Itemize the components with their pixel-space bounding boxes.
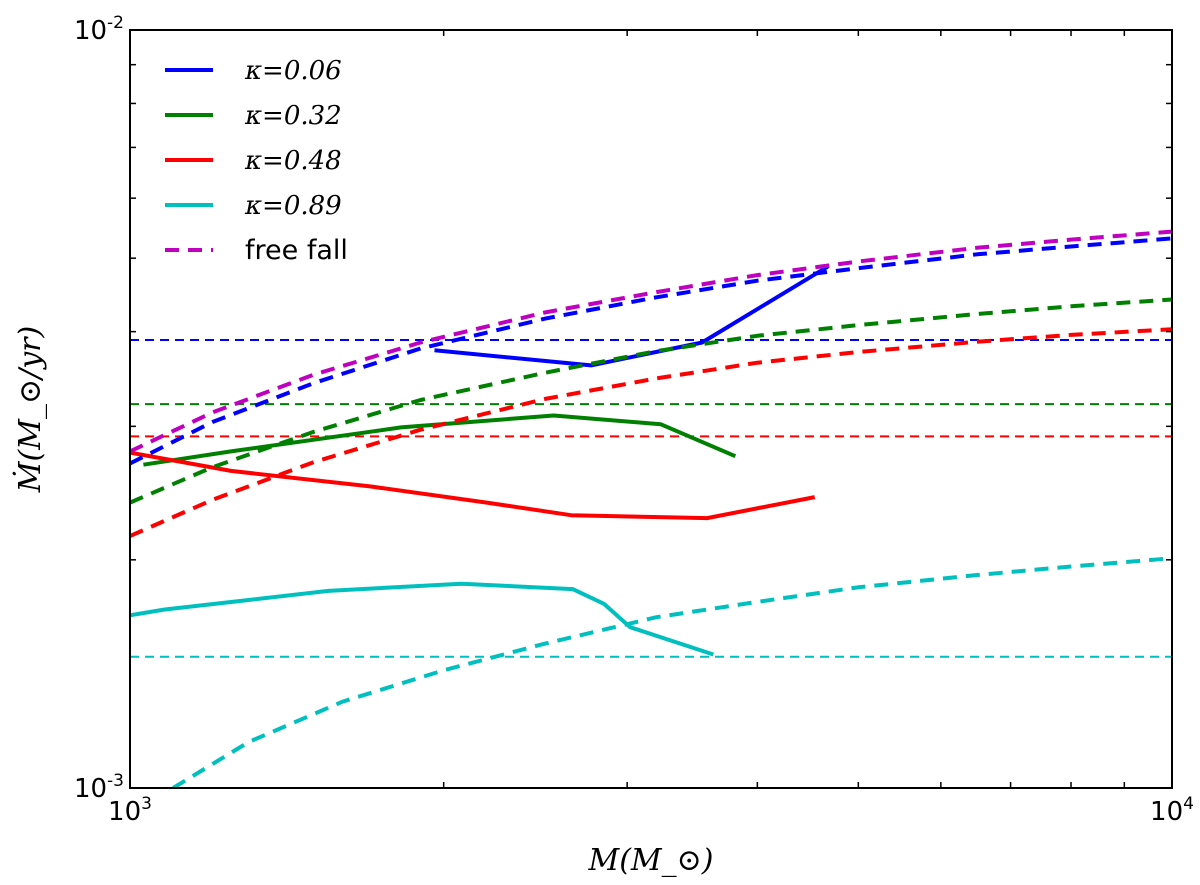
legend-label-2: κ=0.32	[244, 101, 342, 131]
x-tick-label: 104	[1150, 794, 1194, 827]
axes: 103 104 10-3 10-2	[74, 13, 1194, 827]
legend-label-1: κ=0.06	[244, 56, 342, 86]
plot-area	[130, 229, 1172, 788]
x-tick-label: 103	[108, 794, 152, 827]
series-line-0-06-dashed	[130, 236, 1172, 466]
series-line-0-32	[143, 413, 737, 467]
y-tick-label: 10-3	[74, 771, 124, 804]
series-line-0-89-dashed	[172, 556, 1172, 788]
series-line-0-32-dashed	[130, 297, 1172, 505]
legend-label-4: κ=0.89	[244, 191, 342, 221]
y-axis-label: Ṁ(M_⊙/yr)	[12, 326, 48, 493]
series-line-free-fall	[130, 229, 1172, 454]
legend-label-5: free fall	[245, 235, 348, 266]
series-line-0-89	[130, 581, 715, 657]
legend-label-3: κ=0.48	[244, 146, 342, 176]
y-tick-label: 10-2	[74, 13, 124, 46]
series-line-0-48-dashed	[130, 327, 1172, 538]
x-axis-label: M(M_⊙)	[588, 843, 714, 878]
plot-frame	[129, 29, 1173, 789]
series-line-0-48	[130, 450, 816, 521]
legend: κ=0.06 κ=0.32 κ=0.48 κ=0.89 free fall	[165, 56, 348, 266]
